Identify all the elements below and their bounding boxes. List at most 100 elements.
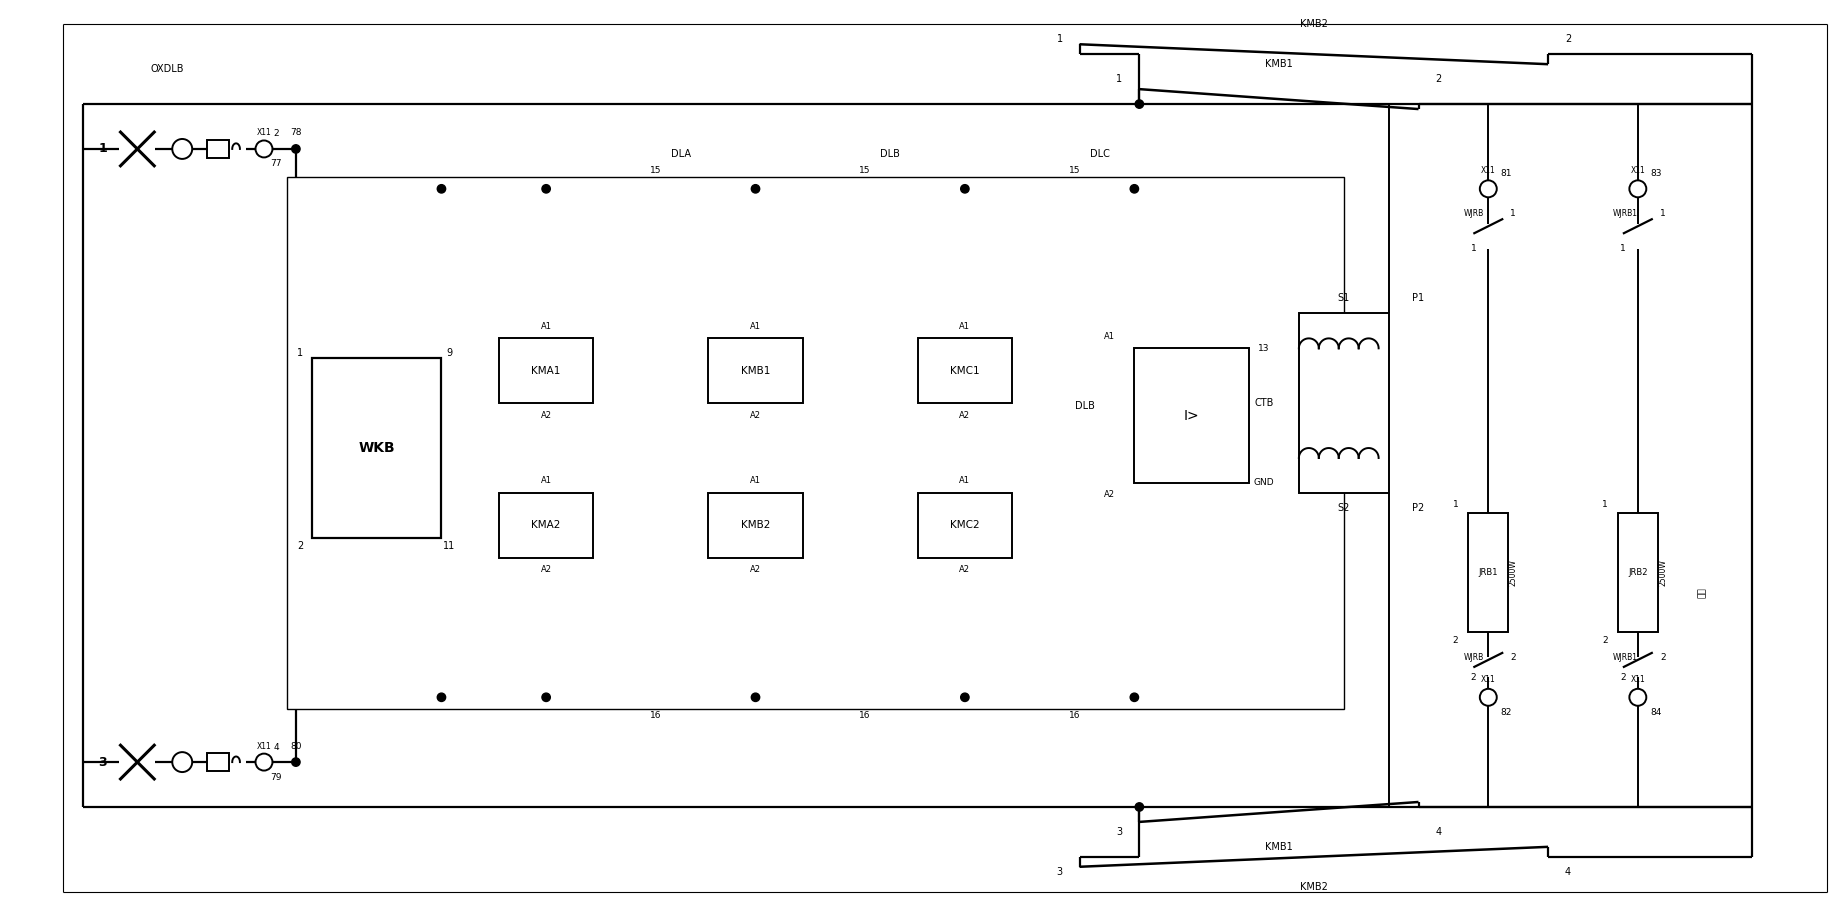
Text: 81: 81 (1500, 169, 1513, 178)
Text: CTB: CTB (1255, 398, 1273, 408)
Text: 3: 3 (1057, 867, 1063, 877)
Text: 15: 15 (649, 166, 662, 175)
Text: 1: 1 (1620, 245, 1625, 253)
Text: A1: A1 (541, 322, 552, 331)
Circle shape (292, 758, 301, 766)
Text: 1: 1 (98, 142, 107, 155)
Circle shape (437, 185, 446, 193)
Text: 3: 3 (1116, 827, 1122, 837)
Text: A2: A2 (1103, 490, 1114, 499)
Text: 2: 2 (1660, 653, 1666, 662)
Text: A1: A1 (751, 476, 760, 485)
Bar (708, 339, 803, 403)
Text: 13: 13 (1258, 344, 1269, 353)
Text: KMB2: KMB2 (742, 521, 769, 531)
Text: KMA2: KMA2 (531, 521, 561, 531)
Text: DLB: DLB (880, 149, 900, 159)
Text: KMB2: KMB2 (1301, 19, 1328, 30)
Text: 79: 79 (269, 773, 282, 782)
Text: 1: 1 (1511, 210, 1517, 218)
Text: 1: 1 (1660, 210, 1666, 218)
Text: 15: 15 (860, 166, 871, 175)
Bar (1618, 513, 1659, 632)
Text: 4: 4 (1435, 827, 1441, 837)
Text: 1: 1 (1057, 34, 1063, 44)
Bar (207, 140, 229, 158)
Text: WJRB: WJRB (1463, 653, 1483, 662)
Text: A2: A2 (751, 565, 760, 574)
Text: 2500W: 2500W (1509, 559, 1518, 586)
Text: A1: A1 (1103, 332, 1114, 341)
Bar (1469, 513, 1507, 632)
Text: 3: 3 (98, 756, 107, 769)
Bar (498, 339, 594, 403)
Text: A2: A2 (541, 565, 552, 574)
Text: 2: 2 (1601, 636, 1609, 645)
Text: 1: 1 (1470, 245, 1476, 253)
Text: A1: A1 (959, 476, 970, 485)
Bar (917, 339, 1013, 403)
Text: 80: 80 (290, 742, 301, 750)
Text: 2: 2 (1470, 673, 1476, 682)
Text: S1: S1 (1338, 294, 1351, 304)
Text: DLA: DLA (672, 149, 690, 159)
Text: 1: 1 (297, 348, 303, 358)
Text: JRB2: JRB2 (1627, 569, 1648, 577)
Circle shape (542, 693, 550, 701)
Text: X11: X11 (256, 128, 271, 138)
Text: WJRB1: WJRB1 (1613, 210, 1638, 218)
Text: 83: 83 (1649, 169, 1662, 178)
Circle shape (961, 185, 969, 193)
Text: 84: 84 (1649, 708, 1662, 717)
Text: 4: 4 (273, 743, 279, 751)
Bar (288, 177, 1343, 709)
Circle shape (542, 185, 550, 193)
Text: 2: 2 (1452, 636, 1458, 645)
Text: KMA1: KMA1 (531, 366, 561, 376)
Text: 备用: 备用 (1697, 587, 1707, 598)
Text: A2: A2 (959, 565, 970, 574)
Text: DLC: DLC (1090, 149, 1109, 159)
Text: 2: 2 (1511, 653, 1517, 662)
Text: 11: 11 (443, 541, 456, 551)
Text: X11: X11 (1482, 166, 1496, 175)
Text: KMB2: KMB2 (1301, 881, 1328, 892)
Text: 4: 4 (1565, 867, 1572, 877)
Text: DLB: DLB (1074, 401, 1094, 411)
Text: 2: 2 (297, 541, 303, 551)
Text: OXDLB: OXDLB (151, 65, 185, 74)
Text: 9: 9 (446, 348, 452, 358)
Bar (917, 493, 1013, 557)
Text: 2: 2 (1565, 34, 1572, 44)
Text: P1: P1 (1413, 294, 1424, 304)
Text: JRB1: JRB1 (1478, 569, 1498, 577)
Circle shape (751, 185, 760, 193)
Text: 2: 2 (273, 129, 279, 138)
Text: I>: I> (1184, 409, 1199, 423)
Text: X11: X11 (1482, 675, 1496, 684)
Text: A2: A2 (959, 411, 970, 420)
Bar (312, 358, 441, 538)
Text: A1: A1 (959, 322, 970, 331)
Text: 1: 1 (1116, 74, 1122, 84)
Text: KMB1: KMB1 (742, 366, 769, 376)
Circle shape (751, 693, 760, 701)
Circle shape (1135, 803, 1144, 811)
Text: X11: X11 (1631, 675, 1646, 684)
Circle shape (1135, 100, 1144, 108)
Text: S2: S2 (1338, 503, 1351, 513)
Bar (708, 493, 803, 557)
Text: 16: 16 (649, 711, 662, 720)
Text: A1: A1 (541, 476, 552, 485)
Bar (1135, 348, 1249, 483)
Text: A1: A1 (751, 322, 760, 331)
Text: 2500W: 2500W (1659, 559, 1668, 586)
Text: WJRB1: WJRB1 (1613, 653, 1638, 662)
Bar (207, 753, 229, 771)
Text: KMB1: KMB1 (1266, 59, 1293, 69)
Circle shape (292, 145, 301, 153)
Text: KMC1: KMC1 (950, 366, 980, 376)
Text: GND: GND (1253, 478, 1275, 487)
Text: 2: 2 (1620, 673, 1625, 682)
Bar (498, 493, 594, 557)
